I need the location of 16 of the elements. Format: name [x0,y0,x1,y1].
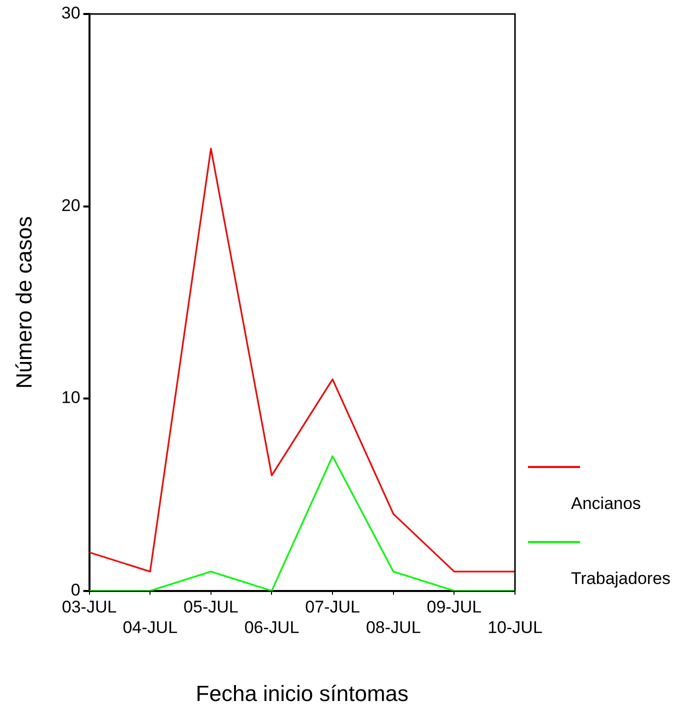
y-tick-label: 10 [61,388,80,408]
x-tick-label: 08-JUL [366,618,421,638]
y-tick-label: 30 [61,4,80,23]
x-tick-label: 03-JUL [62,598,117,617]
x-tick-label: 09-JUL [426,598,482,617]
text: Trabajadores [571,569,671,589]
x-tick-label: 10-JUL [488,618,542,638]
x-tick-label: 07-JUL [305,598,360,617]
x-axis-title: Fecha inicio síntomas [196,680,409,706]
x-tick-label: 04-JUL [122,618,178,638]
y-tick-label: 0 [70,580,80,600]
text: Ancianos [571,494,641,514]
y-tick-label: 20 [61,196,80,215]
x-tick-label: 06-JUL [244,618,300,638]
y-axis-title: Número de casos [11,216,36,389]
x-tick-label: 05-JUL [184,598,238,617]
